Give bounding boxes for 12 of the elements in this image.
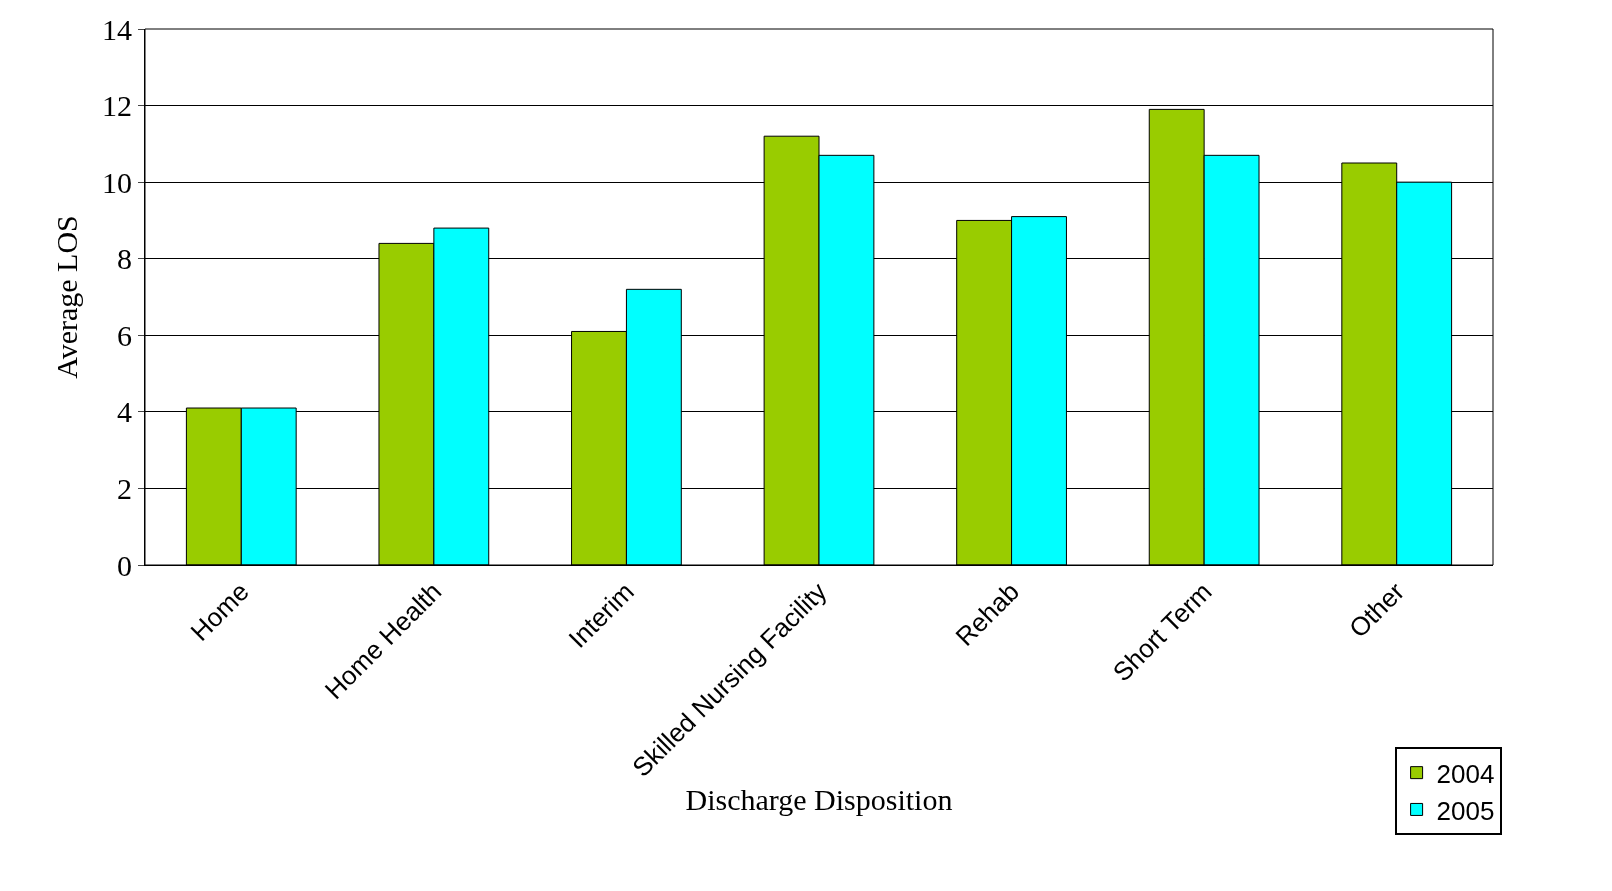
legend-label: 2005 — [1436, 795, 1495, 826]
y-tick-label: 2 — [117, 471, 132, 505]
y-tick-label: 6 — [117, 318, 132, 352]
x-axis-title: Discharge Disposition — [685, 782, 953, 816]
y-tick-label: 10 — [102, 165, 132, 199]
y-tick-label: 14 — [102, 12, 132, 46]
y-tick-label: 0 — [117, 548, 132, 582]
y-tick-label: 12 — [102, 89, 132, 123]
y-tick-label: 8 — [117, 242, 132, 276]
y-tick-label: 4 — [117, 395, 132, 429]
y-axis-title: Average LOS — [50, 215, 83, 379]
legend-label: 2004 — [1436, 758, 1495, 789]
